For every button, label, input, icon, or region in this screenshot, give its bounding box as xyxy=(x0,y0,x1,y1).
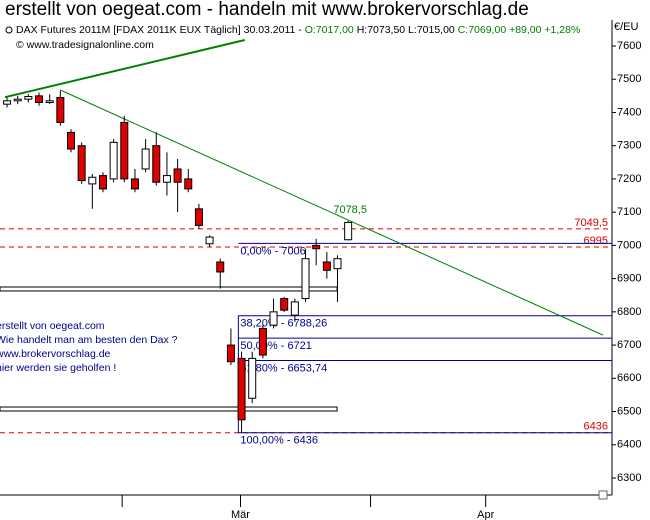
y-tick-label: 7500 xyxy=(617,73,641,85)
candle-body xyxy=(162,175,171,183)
candle-body xyxy=(120,121,129,180)
corner-box xyxy=(598,490,608,500)
candle-body xyxy=(77,145,86,182)
legend-bullet xyxy=(5,26,13,34)
candle-body xyxy=(205,236,214,245)
candle-body xyxy=(344,221,353,241)
annotation: 7078,5 xyxy=(333,204,367,216)
candle-body xyxy=(130,178,139,190)
header-part: DAX Futures 2011M [FDAX 2011K EUX Täglic… xyxy=(16,24,305,36)
candle-body xyxy=(301,258,310,300)
level-label: 38,20% - 6788,26 xyxy=(240,318,327,330)
y-tick-label: 6800 xyxy=(617,306,641,318)
candle-body xyxy=(333,258,342,270)
trend-line xyxy=(59,89,604,336)
y-tick-label: 6600 xyxy=(617,372,641,384)
note: erstellt von oegeat.com xyxy=(0,320,105,332)
candle-body xyxy=(98,175,107,190)
note: hier werden sie geholfen ! xyxy=(0,362,116,374)
level-label: 6436 xyxy=(584,421,608,433)
candle-body xyxy=(152,145,161,183)
level-label: 50,00% - 6721 xyxy=(240,340,312,352)
candle-body xyxy=(184,178,193,190)
y-tick-label: 7400 xyxy=(617,106,641,118)
candle-body xyxy=(141,148,150,170)
candle-body xyxy=(13,98,22,102)
y-tick-label: 7000 xyxy=(617,239,641,251)
candle-body xyxy=(269,311,278,326)
header-part: C:7069,00 +89,00 +1,28% xyxy=(458,24,581,36)
level-label: 0,00% - 7006 xyxy=(240,245,305,257)
y-tick-label: 6500 xyxy=(617,405,641,417)
y-tick-label: 7300 xyxy=(617,140,641,152)
y-unit: €/EU xyxy=(614,21,639,33)
candle-body xyxy=(322,261,331,271)
candle-body xyxy=(45,100,54,103)
chart-title: erstellt von oegeat.com - handeln mit ww… xyxy=(5,0,529,20)
header-part: H:7073,50 L:7015,00 xyxy=(357,24,458,36)
candle-body xyxy=(237,357,246,421)
candle-body xyxy=(216,261,225,273)
candle-body xyxy=(258,327,267,356)
y-tick-label: 6700 xyxy=(617,339,641,351)
level-label: 100,00% - 6436 xyxy=(240,435,318,447)
note: Wie handelt man am besten den Dax ? xyxy=(0,334,178,346)
candle-body xyxy=(66,131,75,150)
candle-body xyxy=(226,344,235,363)
y-tick-label: 7600 xyxy=(617,40,641,52)
header-part: O:7017,00 xyxy=(305,24,357,36)
level-label: 6995 xyxy=(584,235,608,247)
candle-body xyxy=(56,97,65,123)
y-tick-label: 6400 xyxy=(617,439,641,451)
y-tick-label: 7200 xyxy=(617,173,641,185)
candle-body xyxy=(280,298,289,311)
zone xyxy=(0,406,338,412)
trend-line xyxy=(4,39,245,99)
candle-body xyxy=(194,208,203,226)
candle-body xyxy=(290,301,299,316)
level-label: 61,80% - 6653,74 xyxy=(240,362,327,374)
candle-body xyxy=(24,96,33,100)
candle-body xyxy=(109,141,118,180)
candle-body xyxy=(173,168,182,183)
x-tick-label: Apr xyxy=(477,509,494,520)
source: © www.tradesignalonline.com xyxy=(16,39,154,51)
candle-body xyxy=(3,100,12,105)
x-tick-label: Mär xyxy=(231,509,250,520)
y-tick-label: 6900 xyxy=(617,273,641,285)
candle-body xyxy=(35,95,44,103)
chart-header: DAX Futures 2011M [FDAX 2011K EUX Täglic… xyxy=(16,24,580,36)
level-label: 7049,5 xyxy=(574,217,608,229)
y-tick-label: 7100 xyxy=(617,206,641,218)
candle-body xyxy=(248,357,257,399)
candle-body xyxy=(88,176,97,185)
y-tick-label: 6300 xyxy=(617,472,641,484)
note: www.brokervorschlag.de xyxy=(0,348,111,360)
candle-body xyxy=(312,244,321,250)
